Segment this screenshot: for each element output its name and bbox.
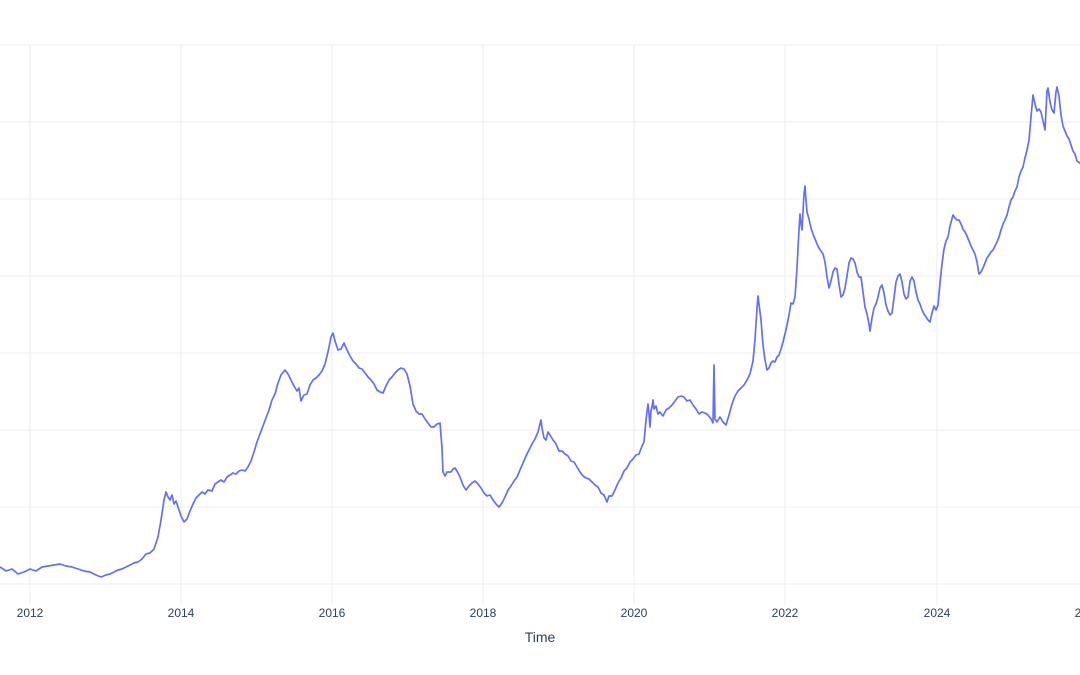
series-line-unlabeled-series [0, 86, 1080, 578]
x-tick-label-2018: 2018 [470, 606, 497, 620]
x-tick-label-2024: 2024 [924, 606, 951, 620]
x-axis-tick-labels: 2012 2014 2016 2018 2020 2022 2024 2026 [17, 606, 1080, 620]
x-tick-label-2014: 2014 [168, 606, 195, 620]
x-tick-label-2012: 2012 [17, 606, 44, 620]
x-tick-label-2022: 2022 [772, 606, 799, 620]
x-tick-label-2020: 2020 [621, 606, 648, 620]
line-trace [0, 86, 1080, 578]
x-tick-label-2016: 2016 [319, 606, 346, 620]
x-tick-label-2026: 2026 [1075, 606, 1080, 620]
gridlines [0, 44, 1080, 605]
x-axis-title: Time [525, 629, 556, 645]
